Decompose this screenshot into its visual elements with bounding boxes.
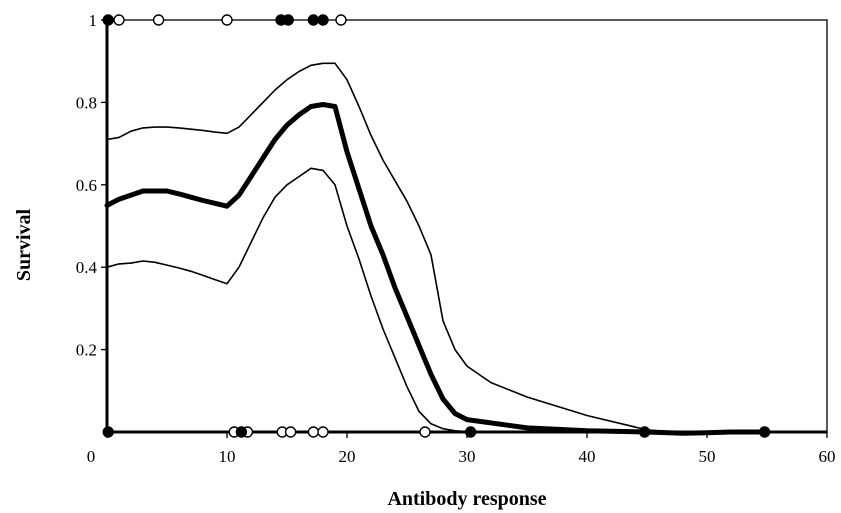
point-died-open: [284, 426, 297, 438]
series-lower-bound-line: [106, 167, 768, 433]
y-axis-title: Survival: [13, 208, 35, 281]
y-tick-label: 0.6: [76, 176, 97, 195]
x-tick-label: 30: [459, 447, 476, 466]
tick-labels: 0 10 20 30 40 50 60 0.2 0.4 0.6 0.8 1: [76, 11, 836, 466]
y-tick-label: 1: [89, 11, 98, 30]
point-survived-filled: [102, 14, 114, 26]
axis-ticks: [101, 19, 828, 438]
x-tick-label: 40: [579, 447, 596, 466]
point-died-filled: [758, 426, 771, 438]
series-estimate-line: [104, 102, 770, 436]
x-tick-label: 20: [339, 447, 356, 466]
point-survived-open: [221, 14, 233, 26]
x-tick-label: 50: [699, 447, 716, 466]
point-survived-filled: [307, 14, 320, 26]
observation-points: [102, 14, 771, 438]
plot-border: [106, 19, 828, 433]
x-tick-label: 10: [219, 447, 236, 466]
point-survived-filled: [282, 14, 294, 26]
point-survived-open: [113, 14, 125, 26]
point-died-open: [419, 426, 431, 438]
point-survived-open: [152, 14, 165, 26]
y-tick-label: 0.8: [76, 93, 97, 112]
x-tick-label: 60: [819, 447, 836, 466]
y-tick-label: 0.4: [76, 258, 98, 277]
series-lines: [104, 62, 770, 436]
series-upper-bound-line: [106, 62, 768, 434]
point-died-open: [317, 426, 329, 438]
point-died-open: [307, 426, 320, 438]
y-tick-label: 0.2: [76, 341, 97, 360]
point-survived-filled: [317, 14, 329, 26]
point-died-filled: [464, 426, 477, 438]
plot-frame: [105, 19, 828, 434]
point-survived-open: [335, 14, 347, 26]
x-axis-title: Antibody response: [387, 488, 546, 510]
point-died-filled: [638, 426, 651, 438]
x-tick-label: 0: [87, 447, 96, 466]
point-died-filled: [235, 426, 248, 438]
point-died-filled: [102, 426, 114, 438]
